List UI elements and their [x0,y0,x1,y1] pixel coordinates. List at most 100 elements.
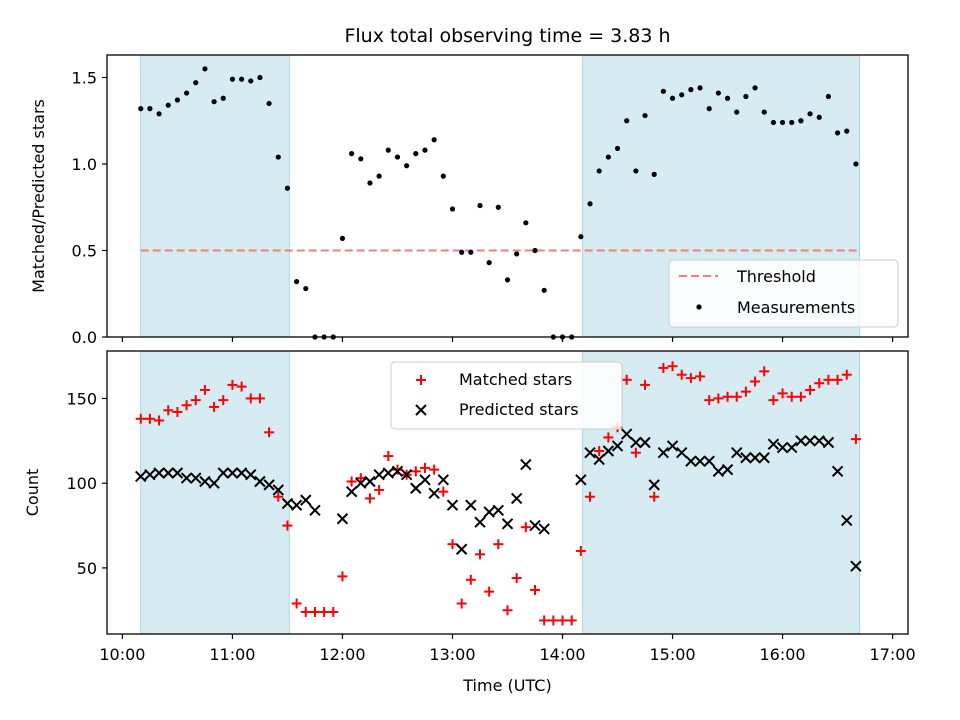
measurement-point [688,87,694,93]
measurement-point [486,260,492,266]
matched-star-point [640,379,651,390]
x-b [300,494,312,506]
measurement-point [523,220,529,226]
matched-star-point [291,598,302,609]
predicted-star-point [272,484,284,496]
x-b [776,441,789,454]
predicted-star-point [776,441,789,454]
measurement-point [413,151,419,157]
x-b [510,492,523,505]
measurement-point [138,106,144,112]
predicted-star-point [217,467,229,479]
x-b [740,452,752,464]
matched-star-point [850,434,861,445]
x-tick-label: 10:00 [99,645,145,664]
x-b [428,487,440,500]
measurement-point [734,109,740,115]
matched-star-point [254,393,265,404]
predicted-star-point [575,474,587,486]
x-b [813,435,825,447]
matched-star-point [300,606,311,617]
measurement-point [202,66,208,72]
x-b [529,519,541,532]
measurement-point [358,156,364,162]
matched-star-point [548,615,559,626]
x-tick-label: 17:00 [870,645,916,664]
bottom-y-ticks: 50 100 150 [66,389,107,578]
predicted-star-point [171,467,184,479]
x-b [841,514,853,527]
predicted-star-point [300,494,312,506]
measurement-point [743,93,749,100]
measurement-point [761,109,767,115]
x-b [171,467,184,479]
matched-star-point [814,378,825,389]
predicted-star-point [254,475,266,488]
measurement-point [248,78,254,84]
predicted-star-point [144,468,156,481]
predicted-star-point [529,519,541,532]
x-tick-label: 14:00 [539,645,585,664]
matched-star-point [282,520,293,531]
measurement-point [633,168,639,174]
measurement-point [587,201,593,207]
predicted-star-point [657,446,670,459]
x-b [309,504,321,517]
measurement-point [770,119,776,126]
matched-star-point [832,374,843,385]
x-b [584,446,596,459]
predicted-star-point [804,435,816,447]
measurement-point [779,119,786,126]
x-b [474,516,486,528]
measurement-point [752,85,758,91]
measurement-point [844,128,850,134]
x-b [648,479,660,491]
matched-star-point [438,486,449,497]
matched-star-point [245,393,256,404]
measurement-point [431,137,437,143]
measurement-point [624,118,630,124]
top-subplot: 0.0 0.5 1.0 1.5 Flux total observing time =… [29,25,909,347]
matched-star-point [759,366,770,377]
predicted-star-point [391,465,404,478]
predicted-star-point [208,477,220,489]
legend-box [390,361,623,430]
matched-star-point [181,400,192,411]
predicted-star-point [611,440,624,452]
x-b [620,428,633,440]
measurement-point [605,154,611,160]
measurement-point [669,95,676,101]
predicted-star-point [355,477,367,489]
matched-star-point [154,415,165,426]
x-b [373,468,385,481]
predicted-star-point [309,504,321,517]
measurement-point [477,202,483,209]
x-b [666,440,679,452]
matched-star-point [346,476,357,487]
predicted-star-point [199,475,211,488]
measurement-point [541,287,547,293]
predicted-star-point [415,404,427,416]
predicted-star-point [740,452,752,464]
bottom-x-ticks: 10:00 11:00 12:00 13:00 14:00 15:00 16:00 17:00 [99,634,916,664]
measurement-point [596,168,602,174]
matched-star-point [786,391,797,402]
predicted-star-point [786,441,798,454]
measurement-point [440,173,446,179]
matched-star-point [722,391,733,402]
matched-star-point [364,493,375,504]
x-b [180,472,193,484]
count-series [135,361,862,626]
measurement-point [798,118,804,124]
matched-star-point [309,606,320,617]
matched-star-point [750,376,761,387]
x-b [685,455,697,467]
predicted-star-point [492,504,505,517]
x-b [245,468,257,481]
predicted-star-point [850,560,862,572]
matched-star-point [530,584,541,595]
measurement-point [165,102,171,108]
predicted-star-point [345,485,358,498]
x-b [135,470,147,483]
predicted-star-point [437,474,450,486]
